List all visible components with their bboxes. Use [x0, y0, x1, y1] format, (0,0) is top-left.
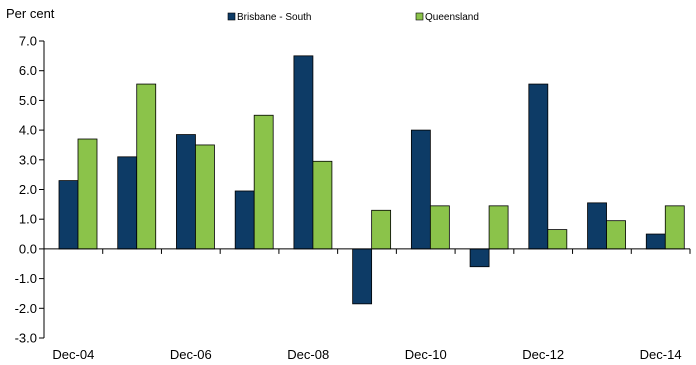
bar-queensland-dec-08: [312, 160, 333, 250]
bar-brisbane-south-dec-11: [469, 248, 490, 268]
bar-brisbane-south-dec-08: [293, 55, 314, 250]
bar-brisbane-south-dec-12: [528, 83, 549, 250]
y-tick-label: 3.0: [19, 152, 37, 167]
bar-brisbane-south-dec-07: [234, 190, 255, 250]
legend-swatch-queensland: [415, 12, 424, 21]
bar-queensland-dec-12: [547, 229, 568, 250]
x-tick-label: Dec-04: [52, 347, 94, 362]
bars: [58, 55, 685, 305]
y-tick-label: 5.0: [19, 93, 37, 108]
bar-brisbane-south-dec-04: [58, 180, 79, 250]
y-tick-label: 1.0: [19, 212, 37, 227]
bar-queensland-dec-13: [606, 220, 626, 250]
y-tick-label: -3.0: [15, 331, 37, 346]
bar-queensland-dec-09: [371, 209, 392, 250]
y-axis-label: Per cent: [6, 6, 55, 21]
x-tick-label: Dec-06: [170, 347, 212, 362]
y-tick-label: -1.0: [15, 271, 37, 286]
bar-queensland-dec-04: [77, 138, 98, 250]
bar-queensland-dec-11: [488, 205, 509, 250]
bar-brisbane-south-dec-05: [117, 156, 138, 250]
legend: Brisbane - South Queensland: [227, 12, 479, 23]
bar-queensland-dec-07: [253, 114, 274, 250]
y-tick-label: 6.0: [19, 63, 37, 78]
bar-queensland-dec-06: [195, 144, 215, 250]
axes: [43, 41, 690, 338]
bar-brisbane-south-dec-10: [410, 129, 431, 250]
y-axis-ticks: 7.0 6.0 5.0 4.0 3.0 2.0 1.0 0.0 -1.0 -2.0 -3.0: [15, 34, 44, 346]
bar-brisbane-south-dec-13: [587, 202, 607, 250]
y-tick-label: 4.0: [19, 123, 37, 138]
legend-label-queensland: Queensland: [425, 12, 479, 23]
bar-brisbane-south-dec-09: [352, 248, 373, 305]
x-tick-label: Dec-10: [405, 347, 447, 362]
legend-label-brisbane-south: Brisbane - South: [237, 12, 312, 23]
x-tick-label: Dec-14: [640, 347, 682, 362]
x-tick-label: Dec-08: [287, 347, 329, 362]
y-tick-label: 0.0: [19, 241, 37, 256]
y-tick-label: 7.0: [19, 34, 37, 49]
bar-brisbane-south-dec-14: [645, 233, 666, 250]
bar-queensland-dec-05: [136, 83, 157, 250]
bar-brisbane-south-dec-06: [176, 134, 196, 250]
bar-queensland-dec-14: [664, 205, 685, 250]
y-tick-label: -2.0: [15, 301, 37, 316]
legend-swatch-brisbane-south: [227, 12, 236, 21]
y-tick-label: 2.0: [19, 182, 37, 197]
bar-queensland-dec-10: [429, 205, 450, 250]
x-axis-ticks: Dec-04 Dec-06 Dec-08 Dec-10 Dec-12 Dec-14: [43, 248, 691, 362]
x-tick-label: Dec-12: [522, 347, 564, 362]
